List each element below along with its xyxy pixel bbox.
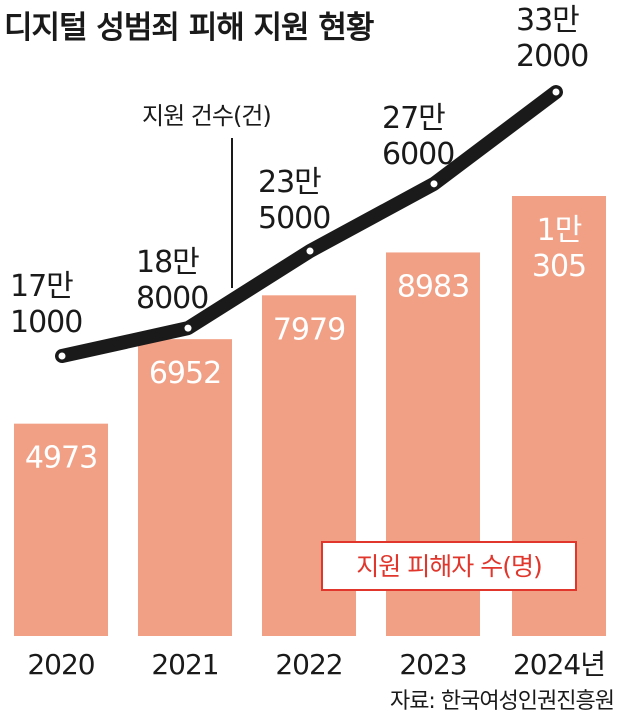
chart-title: 디지털 성범죄 피해 지원 현황	[4, 10, 374, 46]
bar-label-0-0: 4973	[25, 441, 97, 476]
source-note: 자료: 한국여성인권진흥원	[390, 689, 614, 714]
line-point-0	[58, 352, 66, 360]
line-label-0-0: 17만	[10, 269, 73, 304]
line-label-3-0: 27만	[382, 101, 445, 136]
x-tick-3: 2023	[399, 648, 466, 681]
line-label-3-1: 6000	[382, 137, 454, 172]
bar-2021	[138, 339, 232, 636]
line-point-4	[552, 88, 560, 96]
line-label-4-0: 33만	[516, 3, 579, 38]
bar-label-2-0: 7979	[273, 312, 345, 347]
bar-legend: 지원 피해자 수(명)	[321, 541, 577, 591]
bar-2020	[14, 423, 108, 636]
line-series	[55, 85, 563, 363]
bar-legend-box	[321, 541, 577, 591]
x-tick-0: 2020	[27, 648, 94, 681]
bar-label-3-0: 8983	[397, 269, 469, 304]
bar-legend-label: 지원 피해자 수(명)	[356, 552, 541, 581]
x-tick-2: 2022	[275, 648, 342, 681]
bar-label-4-1: 305	[532, 249, 586, 284]
line-legend-label: 지원 건수(건)	[142, 102, 271, 130]
x-axis-ticks: 2020 2021 2022 2023 2024년	[27, 648, 606, 681]
line-label-1-0: 18만	[136, 245, 199, 280]
line-label-1-1: 8000	[136, 281, 208, 316]
x-tick-1: 2021	[151, 648, 218, 681]
bar-label-1-0: 6952	[149, 356, 221, 391]
line-label-2-0: 23만	[258, 165, 321, 200]
line-label-0-1: 1000	[10, 305, 82, 340]
line-point-3	[430, 180, 438, 188]
line-label-2-1: 5000	[258, 201, 330, 236]
line-point-2	[306, 247, 314, 255]
line-point-1	[184, 324, 192, 332]
bar-label-4-0: 1만	[537, 213, 582, 248]
x-tick-4: 2024년	[513, 648, 605, 681]
line-label-4-1: 2000	[516, 39, 588, 74]
